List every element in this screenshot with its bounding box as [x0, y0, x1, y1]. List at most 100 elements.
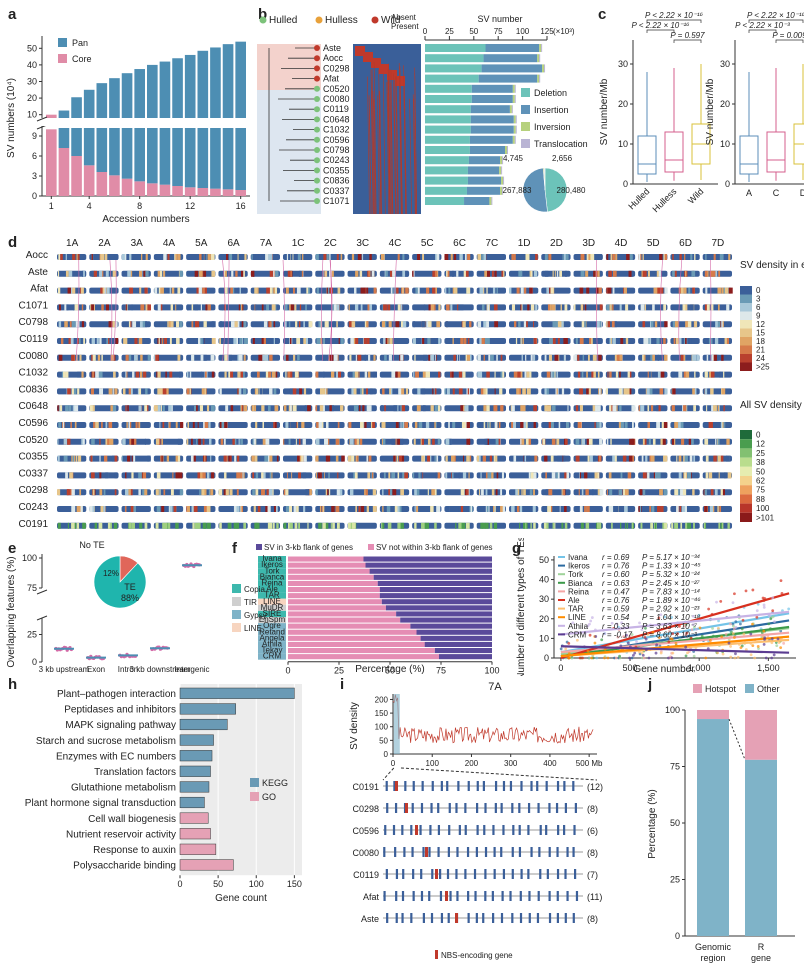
data-point: [742, 632, 746, 636]
data-point: [698, 626, 702, 630]
density-cell: [80, 287, 82, 294]
density-cell: [234, 455, 237, 462]
gene-mark: [430, 913, 434, 923]
bar-deletion: [425, 115, 471, 124]
chromosome-track: [509, 506, 539, 512]
bar-deletion: [425, 125, 471, 134]
density-cell: [710, 388, 714, 395]
legend-label-go: GO: [262, 792, 276, 802]
density-cell: [560, 304, 562, 311]
density-cell: [623, 304, 626, 311]
x-tick-label: 3 kb upstream: [39, 665, 90, 674]
density-cell: [492, 287, 496, 294]
data-point: [751, 644, 755, 647]
density-cell: [620, 338, 624, 344]
density-cell: [612, 287, 615, 294]
density-cell: [581, 489, 584, 496]
legend1-swatch: [740, 328, 752, 337]
family-label: Athila: [262, 640, 283, 649]
density-cell: [365, 321, 368, 328]
regression-line: [560, 645, 790, 654]
axis-break: [36, 589, 48, 621]
density-cell: [157, 304, 161, 311]
gene-mark: [440, 913, 444, 923]
density-cell: [191, 354, 195, 361]
density-cell: [255, 422, 258, 428]
density-cell: [289, 405, 292, 412]
density-cell: [105, 304, 109, 311]
presence-line: [387, 93, 391, 215]
data-point: [771, 609, 775, 613]
bar-pan-lower: [83, 128, 95, 166]
density-cell: [254, 455, 258, 462]
density-cell: [662, 522, 665, 529]
density-cell: [611, 522, 613, 529]
density-cell: [67, 522, 70, 529]
density-cell: [145, 254, 148, 260]
density-cell: [615, 371, 619, 378]
data-point: [729, 645, 733, 648]
density-cell: [158, 287, 162, 294]
density-cell: [211, 270, 216, 277]
density-cell: [462, 472, 467, 479]
family-label: Ivana: [262, 554, 282, 563]
gene-mark: [564, 803, 567, 813]
density-cell: [274, 422, 277, 428]
density-cell: [464, 405, 468, 412]
data-point: [787, 607, 791, 611]
density-cell: [269, 472, 272, 479]
density-cell: [400, 489, 404, 496]
density-cell: [446, 270, 448, 277]
density-cell: [618, 388, 622, 395]
density-cell: [355, 506, 357, 512]
presence-line: [390, 82, 393, 215]
density-cell: [193, 506, 198, 512]
density-cell: [466, 422, 470, 428]
data-point: [751, 588, 755, 592]
gene-mark: [420, 869, 423, 879]
density-cell: [122, 388, 126, 395]
density-cell: [516, 388, 520, 395]
y-tick-label: 40: [27, 60, 37, 70]
density-cell: [435, 472, 438, 479]
density-cell: [547, 405, 552, 412]
legend2-swatch: [740, 430, 752, 440]
density-cell: [566, 472, 570, 479]
density-cell: [341, 455, 345, 462]
gene-mark: [429, 825, 432, 835]
density-cell: [502, 506, 506, 512]
gene-mark: [538, 847, 541, 857]
density-cell: [293, 506, 297, 512]
density-cell: [271, 304, 276, 311]
chromosome-label: 3D: [582, 238, 595, 249]
density-cell: [169, 338, 172, 344]
density-cell: [544, 405, 549, 412]
gene-mark: [430, 803, 433, 813]
pie-label-insertion: 280,480: [557, 186, 586, 195]
density-cell: [100, 506, 104, 512]
density-cell: [381, 321, 386, 328]
density-cell: [426, 287, 430, 294]
density-cell: [708, 422, 712, 428]
data-point: [711, 626, 714, 630]
density-cell: [663, 522, 668, 529]
chromosome-track: [315, 506, 345, 512]
regression-line: [560, 635, 790, 658]
density-cell: [490, 304, 494, 311]
density-cell: [71, 506, 76, 512]
density-cell: [331, 270, 334, 277]
density-cell: [663, 254, 668, 260]
density-cell: [305, 304, 307, 311]
bar-deletion: [425, 64, 482, 73]
density-cell: [348, 422, 352, 428]
density-cell: [283, 354, 286, 361]
chromosome-track: [702, 254, 732, 260]
chromosome-track: [702, 522, 732, 529]
density-cell: [263, 472, 266, 479]
density-cell: [264, 354, 269, 361]
density-cell: [545, 472, 547, 479]
density-cell: [144, 522, 148, 529]
bar-pan-lower: [134, 128, 145, 182]
chart-d: 1A 2A 3A 4A 5A 6A 7A 1C 2C 3C 4C 5C 6C 7C 1D 2D 3D 4D 5D 6D…: [19, 238, 804, 530]
density-cell: [691, 270, 696, 277]
